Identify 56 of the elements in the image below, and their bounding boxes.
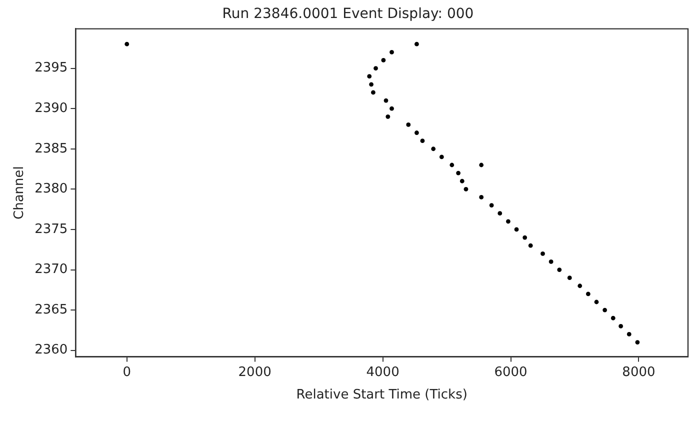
point	[386, 114, 390, 119]
y-tick-label: 2375	[34, 222, 68, 237]
point	[450, 162, 454, 168]
y-tick-label: 2395	[34, 60, 68, 76]
point	[522, 235, 528, 240]
point	[557, 268, 562, 272]
point	[464, 186, 468, 192]
chart-title: Run 23846.0001 Event Display: 000	[222, 6, 474, 22]
point	[431, 146, 436, 152]
point	[618, 324, 624, 328]
x-tick-label: 4000	[366, 364, 400, 380]
point	[567, 276, 572, 280]
point	[384, 98, 388, 103]
point	[439, 154, 444, 160]
y-tick-label: 2385	[34, 141, 68, 156]
y-tick-label: 2360	[34, 342, 68, 358]
x-tick-label: 2000	[238, 364, 272, 380]
point	[594, 300, 599, 304]
point	[540, 251, 545, 256]
y-axis-title: Channel	[12, 166, 28, 220]
point	[626, 332, 632, 336]
point	[514, 227, 519, 232]
point	[390, 106, 394, 111]
point	[420, 138, 425, 144]
y-tick-label: 2370	[34, 262, 68, 278]
point	[635, 340, 640, 344]
x-tick-label: 6000	[494, 364, 528, 380]
point	[371, 90, 376, 95]
y-tick-label: 2390	[34, 100, 68, 116]
point	[479, 162, 484, 168]
point	[586, 292, 590, 296]
point	[479, 195, 484, 200]
x-axis-title: Relative Start Time (Ticks)	[296, 388, 468, 403]
point	[369, 82, 374, 87]
point	[381, 58, 386, 62]
point	[506, 219, 510, 224]
point	[367, 74, 372, 79]
x-tick-label: 0	[122, 364, 132, 380]
point	[456, 170, 460, 176]
point	[602, 308, 608, 312]
y-tick-label: 2365	[34, 302, 68, 318]
y-tick-label: 2380	[34, 182, 68, 197]
point	[460, 178, 464, 184]
point	[528, 243, 533, 248]
x-tick-label: 8000	[622, 364, 656, 380]
point	[374, 66, 378, 70]
point	[414, 42, 419, 46]
point	[406, 122, 411, 127]
point	[610, 316, 616, 320]
point	[390, 50, 394, 54]
point	[548, 260, 554, 264]
point	[124, 42, 130, 46]
point	[414, 130, 419, 135]
point	[489, 203, 494, 208]
point	[498, 211, 502, 216]
point	[578, 284, 582, 288]
